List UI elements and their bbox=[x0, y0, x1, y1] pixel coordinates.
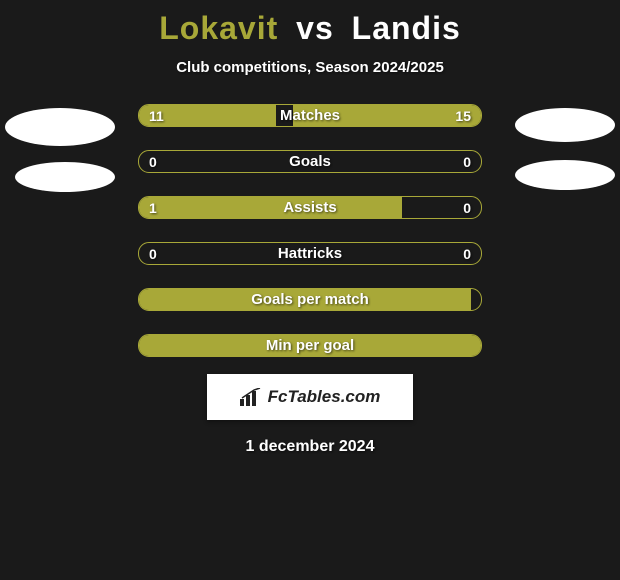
stat-row: Min per goal bbox=[138, 334, 482, 357]
player1-avatar-secondary bbox=[15, 162, 115, 192]
player2-avatar bbox=[515, 108, 615, 142]
stat-bars: Matches1115Goals00Assists10Hattricks00Go… bbox=[138, 104, 482, 357]
stat-right-value: 0 bbox=[463, 197, 471, 218]
player2-name: Landis bbox=[352, 10, 461, 46]
stat-right-value: 0 bbox=[463, 151, 471, 172]
subtitle: Club competitions, Season 2024/2025 bbox=[0, 59, 620, 76]
stat-left-value: 1 bbox=[149, 197, 157, 218]
brand-icon bbox=[240, 388, 262, 406]
stat-row: Goals0 0 bbox=[138, 150, 482, 173]
player1-avatar bbox=[5, 108, 115, 146]
stat-right-value: 15 bbox=[455, 105, 471, 126]
stat-left-value: 0 bbox=[149, 151, 157, 172]
stat-row: Assists1 0 bbox=[138, 196, 482, 219]
stat-left-value: 11 bbox=[149, 105, 164, 126]
stat-label: Goals per match bbox=[139, 289, 481, 310]
brand-text: FcTables.com bbox=[268, 387, 381, 407]
comparison-chart: Matches1115Goals00Assists10Hattricks00Go… bbox=[0, 104, 620, 357]
stat-right-value: 0 bbox=[463, 243, 471, 264]
stat-left-value: 0 bbox=[149, 243, 157, 264]
stat-label: Hattricks bbox=[139, 243, 481, 264]
stat-row: Hattricks0 0 bbox=[138, 242, 482, 265]
brand-badge: FcTables.com bbox=[207, 374, 413, 420]
player2-avatar-secondary bbox=[515, 160, 615, 190]
stat-label: Assists bbox=[139, 197, 481, 218]
stat-label: Goals bbox=[139, 151, 481, 172]
page-title: Lokavit vs Landis bbox=[0, 0, 620, 47]
stat-label: Matches bbox=[139, 105, 481, 126]
stat-row: Goals per match bbox=[138, 288, 482, 311]
player1-name: Lokavit bbox=[159, 10, 278, 46]
stat-label: Min per goal bbox=[139, 335, 481, 356]
stat-row: Matches11 15 bbox=[138, 104, 482, 127]
date-label: 1 december 2024 bbox=[0, 438, 620, 456]
vs-text: vs bbox=[296, 10, 334, 46]
